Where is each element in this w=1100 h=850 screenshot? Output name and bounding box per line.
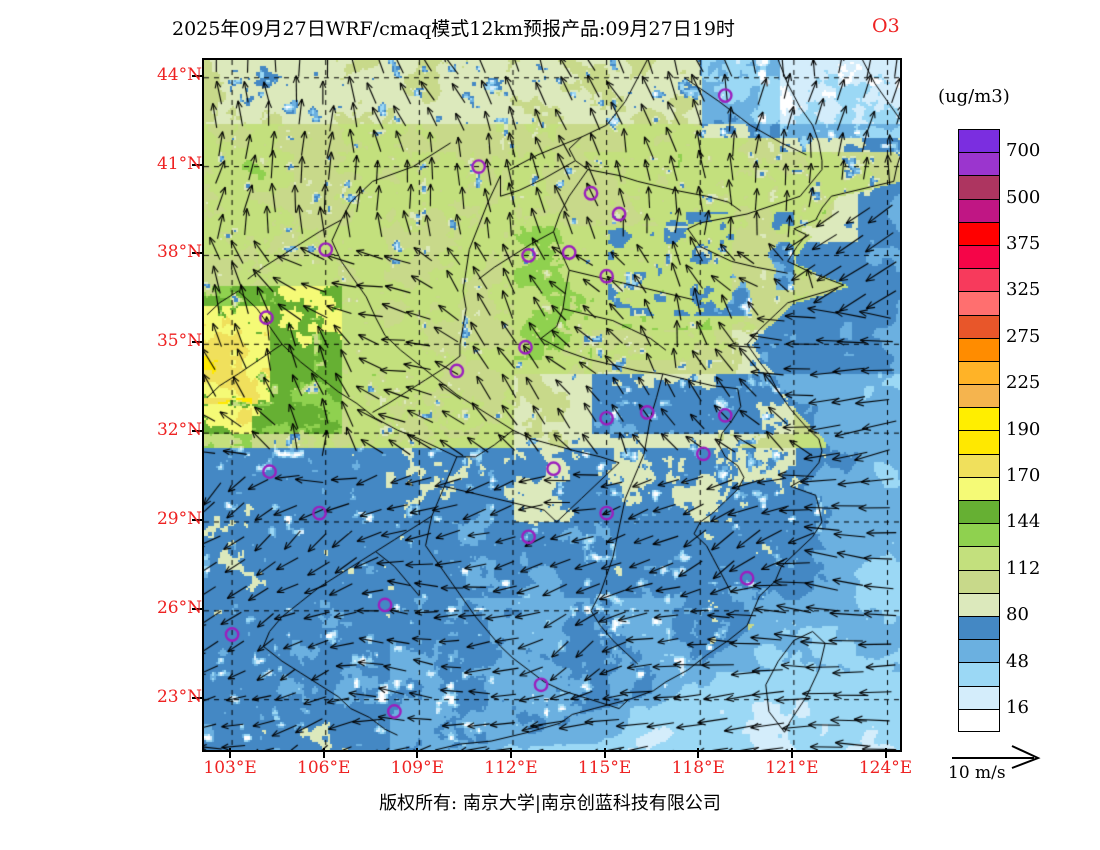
colorbar-tick-label: 225 (1006, 372, 1041, 394)
colorbar-swatch[interactable] (958, 175, 1000, 199)
colorbar-units-label: (ug/m3) (938, 86, 1010, 107)
colorbar-swatch[interactable] (958, 268, 1000, 292)
colorbar-swatch[interactable] (958, 685, 1000, 709)
colorbar-swatch[interactable] (958, 523, 1000, 547)
colorbar-swatch[interactable] (958, 662, 1000, 686)
colorbar-swatch[interactable] (958, 152, 1000, 176)
colorbar-swatch[interactable] (958, 453, 1000, 477)
lat-tick (192, 74, 202, 77)
lat-axis-label: 41°N (156, 153, 202, 174)
lat-tick (192, 163, 202, 166)
lon-axis-label: 115°E (577, 758, 632, 778)
copyright-separator: | (534, 793, 541, 814)
lat-tick (192, 696, 202, 699)
lat-axis-label: 23°N (156, 686, 202, 707)
colorbar-tick-label: 375 (1006, 233, 1041, 254)
lon-axis-label: 121°E (765, 758, 819, 778)
colorbar-swatch[interactable] (958, 291, 1000, 315)
map-raster-layer (204, 60, 900, 750)
lon-tick (509, 748, 512, 758)
copyright-company: 南京创蓝科技有限公司 (540, 793, 721, 814)
colorbar-swatch[interactable] (958, 639, 1000, 663)
colorbar-swatch[interactable] (958, 430, 1000, 454)
colorbar-swatch[interactable] (958, 569, 1000, 593)
lon-tick (416, 748, 419, 758)
colorbar-swatch[interactable] (958, 198, 1000, 222)
lat-tick (192, 341, 202, 344)
lon-axis-label: 124°E (858, 758, 913, 778)
colorbar-tick-label: 112 (1006, 557, 1041, 579)
colorbar-tick-label: 80 (1006, 604, 1029, 626)
colorbar-swatch[interactable] (958, 708, 1000, 732)
forecast-map[interactable] (202, 58, 902, 752)
lon-axis-label: 112°E (484, 758, 538, 778)
lat-tick (192, 518, 202, 521)
colorbar-swatch[interactable] (958, 360, 1000, 385)
copyright-notice: 版权所有: 南京大学|南京创蓝科技有限公司 (0, 789, 1100, 815)
colorbar-swatch[interactable] (958, 244, 1000, 269)
page-title: 2025年09月27日WRF/cmaq模式12km预报产品:09月27日19时 (172, 18, 735, 40)
colorbar-swatch[interactable] (958, 500, 1000, 524)
colorbar-tick-label: 700 (1006, 140, 1041, 162)
lon-tick (322, 748, 325, 758)
colorbar-swatch[interactable] (958, 476, 1000, 500)
lon-tick (790, 748, 793, 758)
colorbar-tick-label: 190 (1006, 418, 1041, 440)
species-label: O3 (872, 15, 900, 37)
colorbar-tick-label: 275 (1006, 325, 1041, 347)
colorbar-tick-label: 325 (1006, 279, 1041, 301)
colorbar-swatch[interactable] (958, 337, 1000, 361)
lat-axis-label: 32°N (156, 420, 202, 441)
lat-axis-label: 26°N (156, 597, 202, 618)
lon-tick (697, 748, 700, 758)
colorbar-swatch[interactable] (958, 615, 1000, 640)
lon-axis-label: 109°E (390, 758, 445, 778)
wind-scale-arrow-icon (952, 745, 1041, 769)
colorbar-swatch[interactable] (958, 407, 1000, 431)
lat-axis-label: 35°N (156, 331, 202, 352)
lon-tick (229, 748, 232, 758)
colorbar-swatch[interactable] (958, 129, 1000, 153)
colorbar-swatch[interactable] (958, 314, 1000, 338)
lat-axis-label: 44°N (156, 64, 202, 85)
lat-axis-label: 38°N (156, 242, 202, 263)
colorbar[interactable] (958, 129, 1000, 732)
colorbar-tick-label: 48 (1006, 650, 1029, 672)
colorbar-tick-label: 170 (1006, 465, 1041, 486)
colorbar-swatch[interactable] (958, 384, 1000, 408)
colorbar-tick-label: 16 (1006, 697, 1029, 718)
wind-scale-label: 10 m/s (948, 763, 1006, 783)
colorbar-swatch[interactable] (958, 546, 1000, 570)
copyright-owner: 版权所有: 南京大学 (379, 793, 535, 814)
lon-tick (884, 748, 887, 758)
lon-axis-label: 106°E (297, 758, 351, 778)
title-bar: 2025年09月27日WRF/cmaq模式12km预报产品:09月27日19时 … (0, 8, 1100, 40)
colorbar-swatch[interactable] (958, 221, 1000, 245)
lon-tick (603, 748, 606, 758)
lat-tick (192, 607, 202, 610)
lon-axis-label: 103°E (203, 758, 257, 778)
colorbar-swatch[interactable] (958, 592, 1000, 616)
colorbar-tick-label: 144 (1006, 511, 1041, 533)
colorbar-tick-label: 500 (1006, 186, 1041, 208)
lon-axis-label: 118°E (671, 758, 725, 778)
lat-axis-label: 29°N (156, 508, 202, 529)
lat-tick (192, 430, 202, 433)
lat-tick (192, 252, 202, 255)
